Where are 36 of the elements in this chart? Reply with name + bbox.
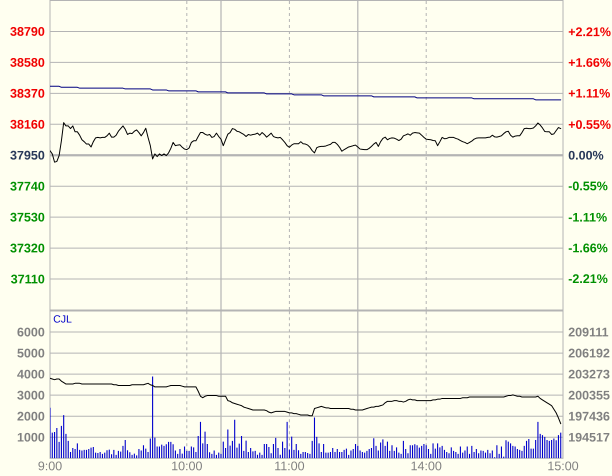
y2-tick-label: +2.21% bbox=[568, 27, 611, 36]
y-tick-label: 38370 bbox=[10, 88, 44, 98]
y-tick-label: 2000 bbox=[17, 412, 44, 421]
y2-tick-label: 194517 bbox=[568, 432, 610, 442]
y2-tick-label: 197436 bbox=[568, 412, 610, 421]
y2-tick-label: +1.11% bbox=[568, 88, 610, 98]
y2-tick-label: -1.11% bbox=[568, 212, 607, 222]
x-tick-label: 14:00 bbox=[412, 461, 442, 470]
y-tick-label: 37950 bbox=[10, 150, 44, 160]
y-tick-label: 3000 bbox=[17, 390, 44, 400]
y-tick-label: 37530 bbox=[10, 212, 44, 222]
y-tick-label: 38580 bbox=[10, 58, 44, 67]
y-tick-label: 38790 bbox=[10, 27, 44, 36]
y2-tick-label: +1.66% bbox=[568, 58, 611, 67]
y2-tick-label: 209111 bbox=[568, 328, 608, 336]
y-tick-label: 37320 bbox=[10, 244, 44, 253]
y-tick-label: 37110 bbox=[11, 274, 44, 284]
x-tick-label: 9:00 bbox=[38, 461, 62, 470]
y2-tick-label: +0.55% bbox=[568, 120, 611, 129]
y2-tick-label: -0.55% bbox=[568, 182, 608, 190]
x-tick-label: 10:00 bbox=[172, 461, 202, 470]
y2-tick-label: -2.21% bbox=[568, 274, 608, 284]
y2-tick-label: 203273 bbox=[568, 370, 610, 379]
y2-tick-label: 206192 bbox=[568, 348, 610, 358]
y-tick-label: 38160 bbox=[10, 120, 44, 129]
y-tick-label: 5000 bbox=[17, 348, 44, 358]
y2-tick-label: -1.66% bbox=[568, 244, 608, 252]
chart-title: CJL bbox=[54, 315, 72, 323]
x-tick-label: 11:00 bbox=[275, 461, 304, 470]
x-tick-label: 15:00 bbox=[548, 461, 578, 470]
y-tick-label: 37740 bbox=[10, 182, 44, 191]
y2-tick-label: 0.00% bbox=[568, 150, 604, 160]
y-tick-label: 4000 bbox=[17, 370, 44, 379]
y2-tick-label: 200355 bbox=[568, 390, 610, 400]
y-tick-label: 1000 bbox=[18, 432, 44, 442]
y-tick-label: 6000 bbox=[17, 328, 44, 336]
